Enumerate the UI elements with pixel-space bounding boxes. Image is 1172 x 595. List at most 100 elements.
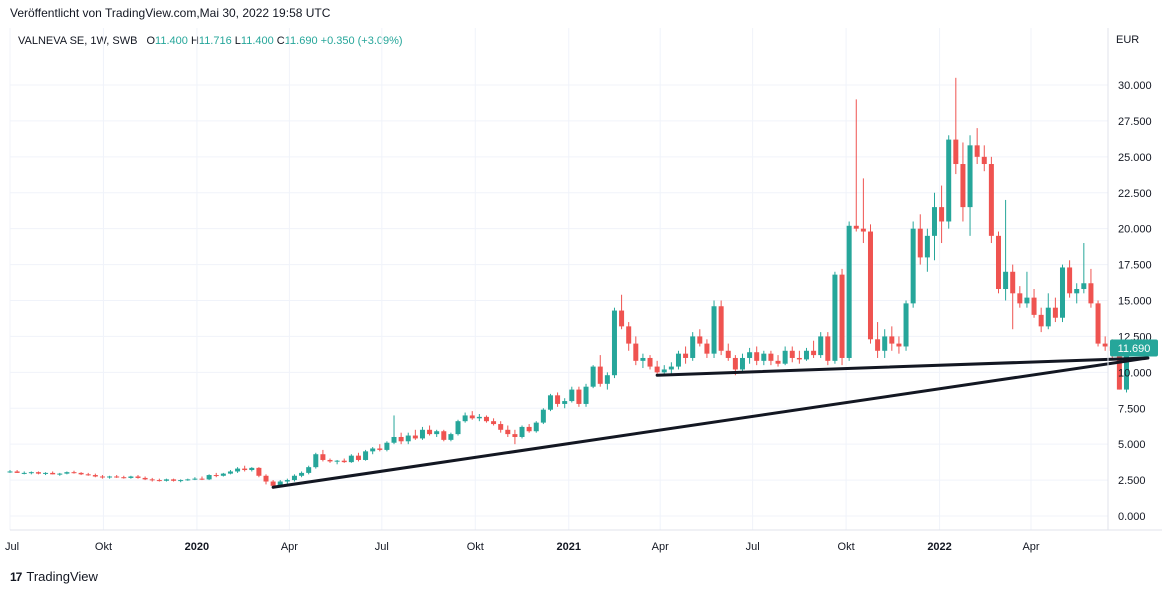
candle-body bbox=[576, 389, 582, 404]
candle-body bbox=[860, 228, 866, 232]
candle bbox=[35, 471, 41, 475]
candle-body bbox=[277, 481, 283, 486]
candle-body bbox=[163, 479, 169, 481]
candle-body bbox=[242, 468, 248, 471]
candle bbox=[334, 459, 340, 465]
trendline[interactable] bbox=[655, 356, 1150, 377]
candle bbox=[690, 332, 696, 361]
candle bbox=[811, 340, 817, 358]
last-price-marker: 11.690 bbox=[1110, 339, 1158, 357]
candle bbox=[434, 429, 440, 437]
symbol-name: VALNEVA SE, 1W, SWB bbox=[18, 35, 138, 47]
trendlines[interactable] bbox=[271, 356, 1150, 489]
candle-body bbox=[1017, 293, 1023, 304]
candle-body bbox=[114, 476, 120, 478]
brand-name: TradingView bbox=[26, 569, 98, 584]
candle-body bbox=[917, 228, 923, 258]
candle bbox=[903, 300, 909, 351]
candle bbox=[149, 477, 155, 482]
candle bbox=[576, 386, 582, 407]
candle bbox=[192, 477, 198, 481]
candle-body bbox=[263, 475, 269, 482]
candle bbox=[569, 386, 575, 403]
published-caption: Veröffentlicht von TradingView.com,Mai 3… bbox=[10, 6, 331, 20]
x-tick-label: Apr bbox=[281, 541, 298, 553]
candle bbox=[398, 432, 404, 445]
candle-body bbox=[718, 306, 724, 351]
y-tick-label: 25.000 bbox=[1118, 152, 1152, 164]
candle-body bbox=[78, 472, 84, 475]
candle bbox=[491, 418, 497, 426]
candle bbox=[519, 425, 525, 439]
candle-body bbox=[434, 431, 440, 435]
candle-body bbox=[974, 145, 980, 157]
candle bbox=[206, 474, 212, 481]
trendline[interactable] bbox=[271, 356, 1150, 489]
candle bbox=[626, 322, 632, 351]
candle-body bbox=[739, 357, 745, 370]
candle-body bbox=[953, 139, 959, 165]
candle bbox=[675, 350, 681, 370]
candle-body bbox=[363, 451, 369, 460]
candle bbox=[775, 355, 781, 367]
candle-body bbox=[569, 389, 575, 402]
candle bbox=[427, 425, 433, 436]
candle-body bbox=[448, 434, 454, 440]
candle-body bbox=[171, 479, 177, 481]
candle bbox=[1045, 293, 1051, 330]
candle bbox=[142, 476, 148, 481]
candle bbox=[419, 426, 425, 440]
candle-body bbox=[28, 472, 34, 474]
candle-body bbox=[391, 436, 397, 443]
candle bbox=[391, 415, 397, 445]
candle bbox=[185, 478, 191, 481]
candle bbox=[619, 294, 625, 330]
candle bbox=[946, 135, 952, 229]
candle bbox=[114, 475, 120, 478]
candle bbox=[853, 99, 859, 232]
candle-body bbox=[220, 473, 226, 476]
open-label: O bbox=[146, 35, 156, 47]
candle bbox=[668, 362, 674, 376]
candle-body bbox=[768, 353, 774, 361]
candle bbox=[299, 471, 305, 478]
candle bbox=[384, 441, 390, 452]
price-axis[interactable]: 0.0002.5005.0007.50010.00012.50015.00017… bbox=[1118, 80, 1152, 523]
candle-body bbox=[491, 421, 497, 425]
candle bbox=[640, 353, 646, 369]
candle-body bbox=[178, 480, 184, 482]
candle bbox=[768, 350, 774, 366]
candle bbox=[796, 350, 802, 364]
y-tick-label: 10.000 bbox=[1118, 367, 1152, 379]
candle bbox=[988, 156, 994, 244]
y-tick-label: 20.000 bbox=[1118, 224, 1152, 236]
candle-body bbox=[121, 477, 127, 479]
candle-body bbox=[35, 472, 41, 474]
candle bbox=[931, 192, 937, 261]
candle-body bbox=[889, 336, 895, 344]
candle-body bbox=[206, 475, 212, 480]
candle-body bbox=[633, 343, 639, 361]
candle-body bbox=[1045, 307, 1051, 327]
candle-body bbox=[384, 442, 390, 450]
candle-body bbox=[405, 435, 411, 442]
tradingview-brand[interactable]: 17 TradingView bbox=[10, 569, 98, 584]
candle-body bbox=[732, 357, 738, 370]
candle-body bbox=[43, 472, 49, 474]
candle-body bbox=[107, 476, 113, 478]
candle-body bbox=[711, 306, 717, 354]
candle bbox=[43, 472, 49, 476]
close-value: 11.690 bbox=[284, 35, 318, 47]
time-axis[interactable]: Jul Okt 2020 Apr Jul Okt 2021 Apr Jul Okt 2022 Apr bbox=[5, 541, 1040, 553]
candle bbox=[320, 449, 326, 462]
candle-body bbox=[626, 326, 632, 344]
candle-body bbox=[910, 228, 916, 304]
candle-body bbox=[412, 435, 418, 439]
candle bbox=[284, 478, 290, 485]
last-price-label: 11.690 bbox=[1118, 343, 1151, 355]
candle-body bbox=[427, 429, 433, 435]
candle bbox=[306, 465, 312, 475]
candle-body bbox=[960, 164, 966, 208]
candle bbox=[1102, 336, 1108, 351]
